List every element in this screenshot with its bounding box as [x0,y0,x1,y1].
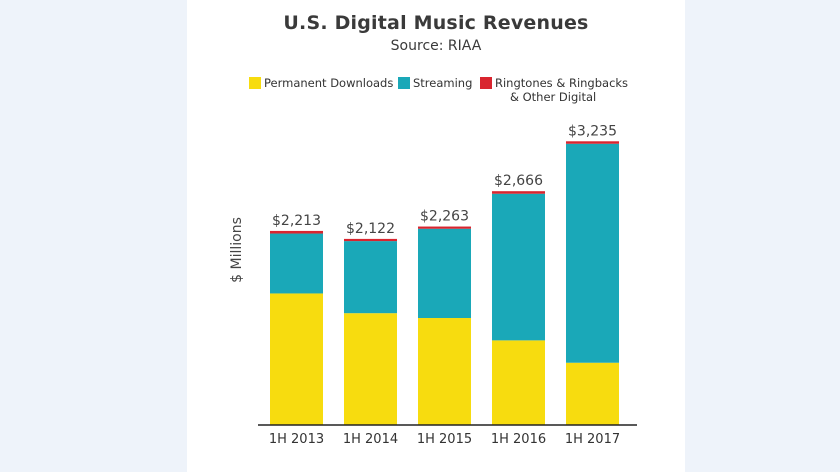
bar-permanent-downloads-1h-2015 [418,318,471,425]
legend-label-streaming: Streaming [413,76,473,90]
x-tick-label-1h-2015: 1H 2015 [417,432,472,447]
legend-label-ringtones: Ringtones & Ringbacks & Other Digital [495,76,628,104]
total-label-1h-2015: $2,263 [420,209,469,225]
bar-streaming-1h-2013 [270,233,323,294]
bar-streaming-1h-2014 [344,241,397,314]
bar-ringtones-ringbacks-other-digital-1h-2014 [344,238,397,242]
x-tick-label-1h-2013: 1H 2013 [269,432,324,447]
bar-permanent-downloads-1h-2013 [270,293,323,425]
x-tick-label-1h-2014: 1H 2014 [343,432,398,447]
legend-label-permanent-downloads: Permanent Downloads [264,76,394,90]
legend-label-ringtones-line2: & Other Digital [510,90,597,104]
bar-ringtones-ringbacks-other-digital-1h-2015 [418,226,471,229]
bar-permanent-downloads-1h-2016 [492,340,545,425]
total-label-1h-2017: $3,235 [568,123,617,139]
bar-streaming-1h-2016 [492,193,545,341]
legend-item-streaming: Streaming [398,76,472,90]
legend-item-ringtones: Ringtones & Ringbacks & Other Digital [480,76,628,104]
legend-swatch-streaming [398,77,410,89]
bar-ringtones-ringbacks-other-digital-1h-2016 [492,191,545,194]
x-tick-label-1h-2016: 1H 2016 [491,432,546,447]
total-label-1h-2016: $2,666 [494,173,543,189]
total-label-1h-2013: $2,213 [272,213,321,229]
bar-chart: $2,213 1H 2013 $2,122 1H 2014 $2,263 1H 2015 $… [258,123,637,447]
x-tick-label-1h-2017: 1H 2017 [565,432,620,447]
legend-swatch-ringtones [480,77,492,89]
legend-swatch-permanent-downloads [249,77,261,89]
bar-streaming-1h-2015 [418,228,471,319]
total-label-1h-2014: $2,122 [346,221,395,237]
chart-title: U.S. Digital Music Revenues [283,12,589,34]
bar-ringtones-ringbacks-other-digital-1h-2017 [566,141,619,144]
bar-streaming-1h-2017 [566,143,619,363]
bar-permanent-downloads-1h-2017 [566,362,619,425]
bar-permanent-downloads-1h-2014 [344,313,397,425]
legend-label-ringtones-line1: Ringtones & Ringbacks [495,76,629,90]
bar-ringtones-ringbacks-other-digital-1h-2013 [270,230,323,234]
legend-item-permanent-downloads: Permanent Downloads [249,76,393,90]
chart-panel: U.S. Digital Music Revenues Source: RIAA… [187,0,685,472]
chart-subtitle: Source: RIAA [390,38,482,54]
